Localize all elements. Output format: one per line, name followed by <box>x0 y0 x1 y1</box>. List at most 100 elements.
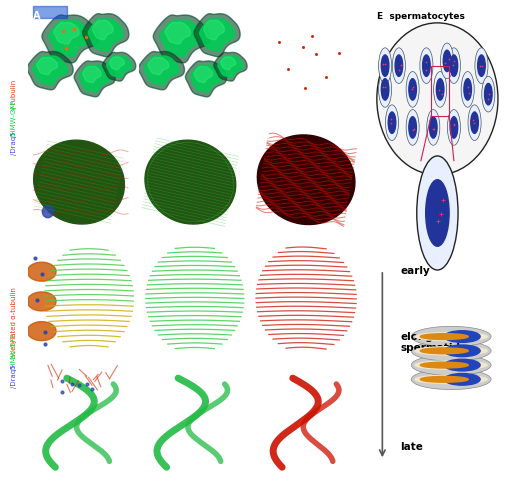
Ellipse shape <box>420 377 467 382</box>
Polygon shape <box>49 21 91 57</box>
Text: B: B <box>33 129 41 139</box>
Polygon shape <box>37 58 58 76</box>
Ellipse shape <box>429 118 436 139</box>
Ellipse shape <box>406 73 418 108</box>
Ellipse shape <box>408 118 416 139</box>
Text: /HMW-GFP: /HMW-GFP <box>11 333 17 369</box>
Ellipse shape <box>415 376 486 384</box>
Text: C2: C2 <box>256 248 270 258</box>
Ellipse shape <box>411 369 490 390</box>
Ellipse shape <box>420 363 467 368</box>
Text: E  spermatocytes: E spermatocytes <box>376 12 464 21</box>
Ellipse shape <box>381 56 388 77</box>
Ellipse shape <box>443 374 479 385</box>
Ellipse shape <box>435 79 443 101</box>
Ellipse shape <box>484 84 491 106</box>
Ellipse shape <box>443 360 479 371</box>
Ellipse shape <box>411 341 490 361</box>
Ellipse shape <box>449 56 457 77</box>
Polygon shape <box>92 21 113 41</box>
Polygon shape <box>74 62 115 98</box>
Text: D1: D1 <box>144 366 159 377</box>
Polygon shape <box>82 67 101 83</box>
Polygon shape <box>193 15 240 58</box>
Ellipse shape <box>467 106 480 141</box>
Ellipse shape <box>426 110 439 146</box>
Polygon shape <box>109 58 124 71</box>
Text: C1: C1 <box>144 248 159 258</box>
Ellipse shape <box>422 56 429 77</box>
Polygon shape <box>138 52 184 91</box>
Polygon shape <box>42 16 98 64</box>
Ellipse shape <box>446 110 460 146</box>
Polygon shape <box>148 58 169 76</box>
Ellipse shape <box>381 79 388 101</box>
Polygon shape <box>220 58 235 71</box>
Ellipse shape <box>470 113 477 134</box>
Text: A1: A1 <box>144 11 159 21</box>
Text: elongating
spermatids: elongating spermatids <box>399 331 466 352</box>
Ellipse shape <box>460 73 473 108</box>
Ellipse shape <box>420 348 467 354</box>
Text: B1: B1 <box>144 129 159 139</box>
Ellipse shape <box>415 347 486 355</box>
Text: γ-tubulin: γ-tubulin <box>11 79 17 110</box>
Ellipse shape <box>433 73 446 108</box>
Ellipse shape <box>440 44 452 79</box>
Polygon shape <box>88 19 123 52</box>
Ellipse shape <box>406 110 418 146</box>
Ellipse shape <box>408 79 416 101</box>
Ellipse shape <box>481 77 494 113</box>
Ellipse shape <box>419 49 432 84</box>
Polygon shape <box>54 23 79 45</box>
Ellipse shape <box>463 79 471 101</box>
Ellipse shape <box>411 327 490 347</box>
Ellipse shape <box>387 113 395 134</box>
Ellipse shape <box>257 136 354 225</box>
Polygon shape <box>144 57 178 86</box>
Text: D2: D2 <box>256 366 270 377</box>
Ellipse shape <box>449 118 457 139</box>
Polygon shape <box>165 23 190 45</box>
Ellipse shape <box>411 355 490 376</box>
Ellipse shape <box>415 361 486 369</box>
Ellipse shape <box>391 49 405 84</box>
Text: /Draq5: /Draq5 <box>11 131 17 154</box>
Ellipse shape <box>34 141 124 225</box>
Ellipse shape <box>378 49 391 84</box>
Ellipse shape <box>145 141 235 225</box>
Ellipse shape <box>376 24 497 176</box>
Polygon shape <box>213 53 246 82</box>
Ellipse shape <box>477 56 484 77</box>
Text: A2: A2 <box>256 11 270 21</box>
Polygon shape <box>218 57 242 78</box>
Polygon shape <box>107 57 131 78</box>
Polygon shape <box>153 16 209 64</box>
Ellipse shape <box>474 49 487 84</box>
Text: early: early <box>399 265 429 275</box>
Polygon shape <box>79 66 110 93</box>
Text: /HMW-GFP: /HMW-GFP <box>11 100 17 137</box>
Ellipse shape <box>425 181 448 247</box>
Ellipse shape <box>42 206 54 218</box>
Ellipse shape <box>378 73 391 108</box>
Ellipse shape <box>442 51 450 73</box>
Text: C: C <box>33 248 40 258</box>
Text: B2: B2 <box>256 129 270 139</box>
Polygon shape <box>102 53 135 82</box>
Polygon shape <box>204 21 224 41</box>
Ellipse shape <box>394 56 402 77</box>
Ellipse shape <box>443 345 479 357</box>
Ellipse shape <box>446 49 460 84</box>
Polygon shape <box>193 67 212 83</box>
Polygon shape <box>185 62 226 98</box>
Polygon shape <box>190 66 221 93</box>
Polygon shape <box>160 21 202 57</box>
Text: A: A <box>33 11 41 21</box>
Text: D: D <box>33 366 41 377</box>
Text: late: late <box>399 441 422 451</box>
Ellipse shape <box>420 334 467 340</box>
Polygon shape <box>82 15 129 58</box>
Ellipse shape <box>415 333 486 341</box>
Text: acetylated α-tubulin: acetylated α-tubulin <box>11 287 17 357</box>
